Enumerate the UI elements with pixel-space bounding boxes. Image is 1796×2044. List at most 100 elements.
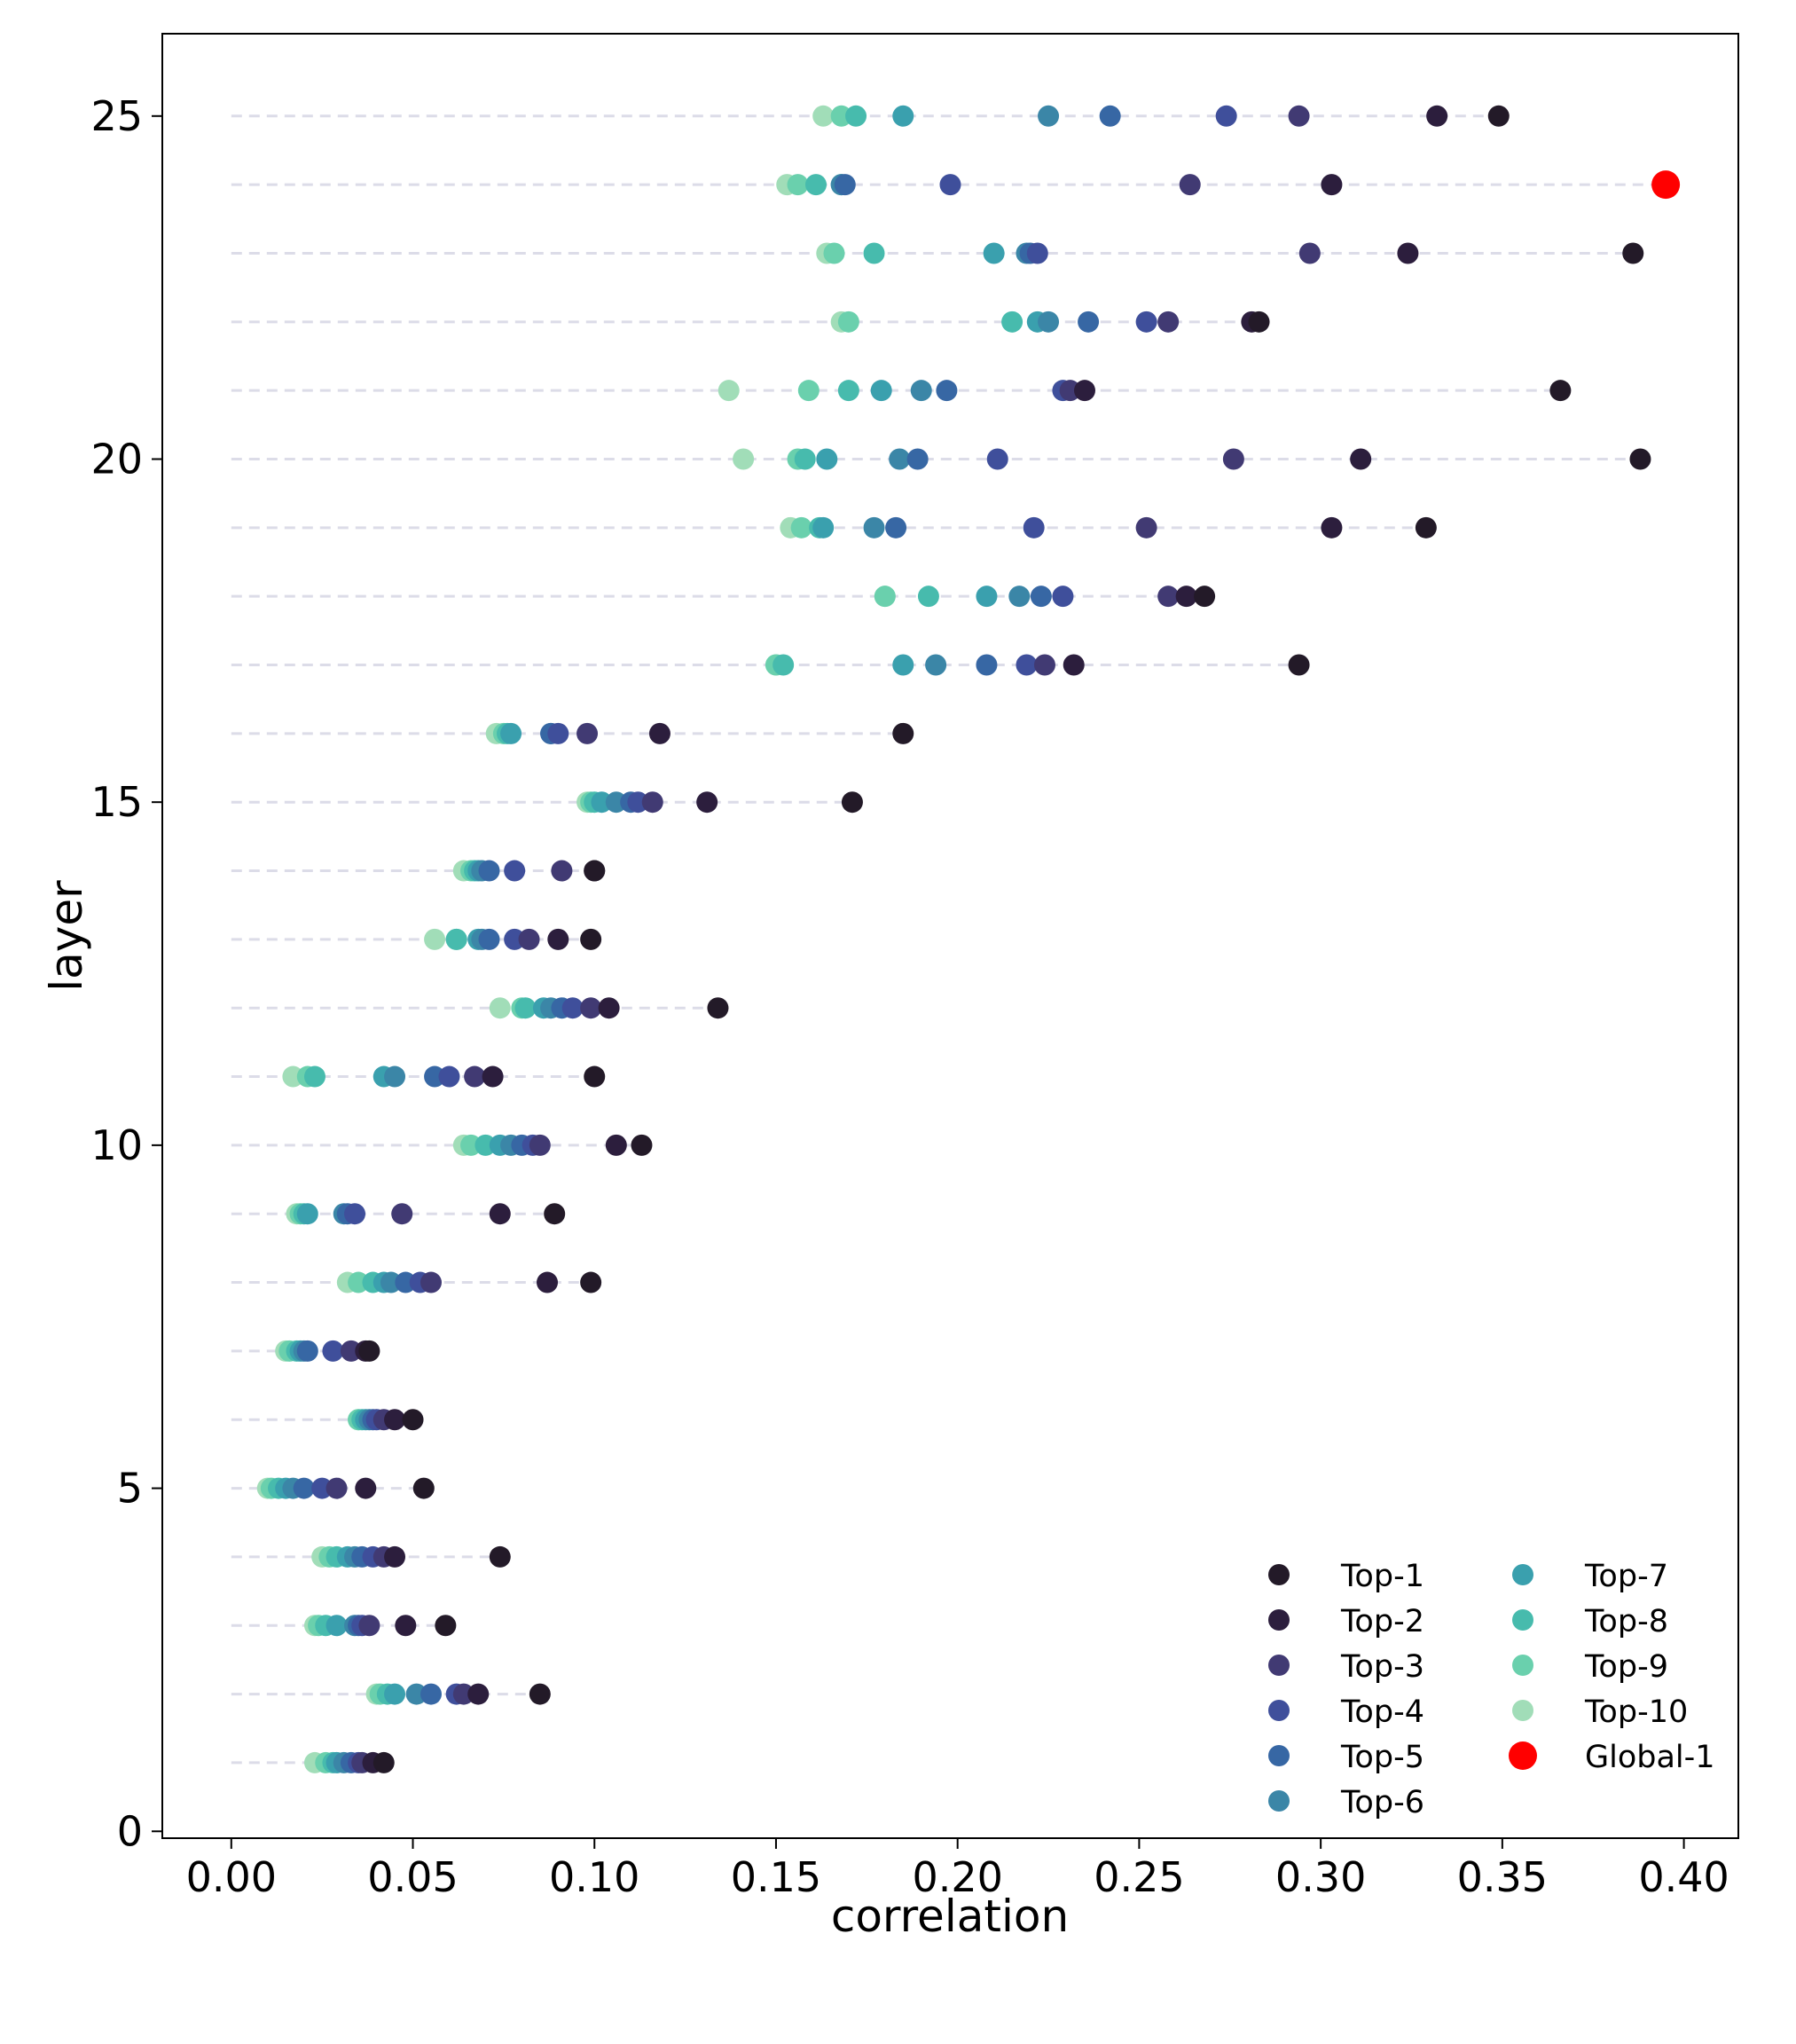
legend-marker (1268, 1700, 1290, 1721)
point-top-4-layer-24 (939, 174, 961, 196)
legend-marker (1512, 1700, 1533, 1721)
point-global-1-layer-24 (1651, 170, 1681, 200)
point-top-6-layer-21 (910, 380, 932, 402)
legend: Top-1 Top-2 Top-3 Top-4 Top-5 Top-6 Top-7 Top-8… (1268, 1559, 1715, 1820)
point-top-2-layer-3 (395, 1615, 417, 1637)
point-top-8-layer-12 (514, 997, 537, 1019)
point-top-5-layer-18 (1030, 586, 1052, 608)
point-top-8-layer-13 (445, 928, 467, 950)
point-top-4-layer-9 (344, 1203, 366, 1225)
point-top-5-layer-24 (834, 174, 856, 196)
point-top-4-layer-17 (1016, 654, 1038, 676)
legend-label: Top-3 (1340, 1649, 1424, 1685)
point-top-7-layer-17 (892, 654, 914, 676)
point-top-1-layer-9 (544, 1203, 566, 1225)
point-top-7-layer-18 (976, 586, 998, 608)
point-top-1-layer-14 (584, 860, 606, 882)
point-top-7-layer-2 (384, 1683, 406, 1705)
x-tick-label: 0.30 (1275, 1853, 1366, 1901)
point-top-9-layer-22 (837, 311, 859, 333)
y-tick-label: 5 (117, 1465, 143, 1513)
point-top-1-layer-20 (1629, 448, 1651, 470)
point-top-4-layer-11 (438, 1065, 460, 1088)
legend-marker (1268, 1609, 1290, 1631)
point-top-4-layer-18 (1052, 586, 1074, 608)
point-top-4-layer-14 (504, 860, 526, 882)
legend-item-top-9: Top-9 (1512, 1649, 1668, 1685)
legend-item-top-1: Top-1 (1268, 1559, 1424, 1594)
point-top-3-layer-22 (1157, 311, 1180, 333)
legend-marker (1268, 1564, 1290, 1585)
point-top-10-layer-20 (733, 448, 755, 470)
point-top-5-layer-14 (478, 860, 500, 882)
y-axis: 0 5 10 15 20 25 (90, 92, 162, 1855)
point-top-7-layer-19 (812, 516, 835, 539)
point-top-4-layer-25 (1215, 105, 1237, 127)
point-top-3-layer-8 (420, 1271, 442, 1293)
point-top-4-layer-20 (986, 448, 1008, 470)
point-top-5-layer-2 (420, 1683, 442, 1705)
point-top-4-layer-22 (1135, 311, 1157, 333)
point-top-10-layer-21 (718, 380, 740, 402)
point-top-10-layer-12 (489, 997, 511, 1019)
legend-marker (1512, 1609, 1533, 1631)
x-tick-label: 0.40 (1638, 1853, 1729, 1901)
legend-marker (1268, 1790, 1290, 1812)
legend-item-top-4: Top-4 (1268, 1694, 1424, 1730)
x-tick-label: 0.15 (731, 1853, 821, 1901)
point-top-1-layer-19 (1415, 516, 1437, 539)
point-top-7-layer-25 (892, 105, 914, 127)
x-axis-label: correlation (831, 1891, 1069, 1942)
point-top-2-layer-4 (384, 1545, 406, 1568)
legend-label: Top-6 (1340, 1785, 1424, 1820)
point-top-1-layer-10 (631, 1134, 653, 1156)
point-top-8-layer-11 (303, 1065, 325, 1088)
point-top-8-layer-21 (837, 380, 859, 402)
y-tick-label: 20 (90, 435, 143, 483)
point-top-5-layer-13 (478, 928, 500, 950)
point-top-6-layer-20 (889, 448, 911, 470)
point-top-1-layer-2 (529, 1683, 551, 1705)
point-top-4-layer-12 (561, 997, 584, 1019)
point-top-1-layer-4 (489, 1545, 511, 1568)
point-top-4-layer-23 (1026, 242, 1048, 264)
legend-item-top-2: Top-2 (1268, 1604, 1424, 1639)
point-top-2-layer-18 (1175, 586, 1197, 608)
point-top-5-layer-20 (906, 448, 929, 470)
point-top-4-layer-7 (322, 1340, 344, 1362)
point-top-5-layer-22 (1078, 311, 1100, 333)
point-top-1-layer-25 (1487, 105, 1510, 127)
point-top-2-layer-16 (648, 722, 671, 744)
point-top-6-layer-25 (1038, 105, 1060, 127)
point-top-3-layer-11 (464, 1065, 486, 1088)
point-top-8-layer-18 (917, 586, 939, 608)
point-top-1-layer-8 (580, 1271, 602, 1293)
point-top-6-layer-17 (925, 654, 947, 676)
legend-label: Top-7 (1584, 1559, 1668, 1594)
legend-item-top-5: Top-5 (1268, 1740, 1424, 1775)
x-tick-label: 0.10 (549, 1853, 639, 1901)
point-top-2-layer-10 (605, 1134, 627, 1156)
legend-marker (1268, 1655, 1290, 1676)
legend-label: Top-5 (1340, 1740, 1424, 1775)
legend-marker (1509, 1741, 1537, 1770)
point-top-3-layer-17 (1033, 654, 1055, 676)
layer-guide-lines (231, 114, 1667, 1765)
point-top-3-layer-13 (518, 928, 540, 950)
point-top-9-layer-23 (823, 242, 845, 264)
legend-item-global-1: Global-1 (1509, 1740, 1715, 1775)
y-axis-label: layer (41, 880, 92, 992)
point-top-2-layer-19 (1321, 516, 1343, 539)
data-points (256, 105, 1681, 1773)
point-top-1-layer-23 (1622, 242, 1644, 264)
x-axis: 0.00 0.05 0.10 0.15 0.20 0.25 0.30 0.35 0.40 (186, 1838, 1729, 1901)
point-top-7-layer-3 (325, 1615, 348, 1637)
point-top-8-layer-17 (773, 654, 795, 676)
point-top-2-layer-5 (355, 1477, 377, 1499)
point-top-9-layer-21 (797, 380, 820, 402)
point-top-5-layer-5 (293, 1477, 315, 1499)
point-top-2-layer-11 (482, 1065, 504, 1088)
point-top-1-layer-18 (1194, 586, 1216, 608)
point-top-3-layer-24 (1179, 174, 1201, 196)
point-top-1-layer-12 (707, 997, 729, 1019)
